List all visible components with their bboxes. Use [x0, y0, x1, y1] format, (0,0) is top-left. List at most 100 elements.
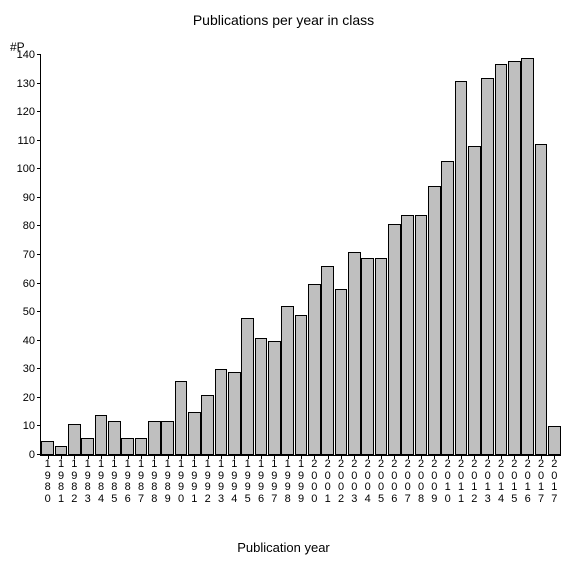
- bar: [161, 421, 174, 455]
- x-tick-label: 1997: [269, 455, 279, 505]
- x-tick-label: 1988: [149, 455, 159, 505]
- bar: [361, 258, 374, 455]
- chart-container: Publications per year in class #P 010203…: [0, 0, 567, 567]
- x-tick-label: 2014: [496, 455, 506, 505]
- y-tick-mark: [37, 425, 41, 426]
- y-tick-mark: [37, 454, 41, 455]
- bar: [468, 146, 481, 455]
- bar: [175, 381, 188, 455]
- y-tick-mark: [37, 197, 41, 198]
- y-tick-label: 40: [5, 335, 41, 347]
- x-tick-label: 2010: [443, 455, 453, 505]
- x-tick-label: 2009: [429, 455, 439, 505]
- y-tick-mark: [37, 368, 41, 369]
- y-tick-label: 20: [5, 392, 41, 404]
- bar: [201, 395, 214, 455]
- bar: [348, 252, 361, 455]
- y-tick-label: 10: [5, 420, 41, 432]
- x-tick-label: 1981: [56, 455, 66, 505]
- bar: [148, 421, 161, 455]
- y-tick-mark: [37, 168, 41, 169]
- bar: [95, 415, 108, 455]
- bar: [481, 78, 494, 455]
- x-tick-label: 2004: [363, 455, 373, 505]
- bar: [121, 438, 134, 455]
- x-axis-label: Publication year: [0, 540, 567, 555]
- bar: [68, 424, 81, 455]
- y-tick-label: 30: [5, 363, 41, 375]
- x-tick-label: 1999: [296, 455, 306, 505]
- x-tick-label: 1995: [243, 455, 253, 505]
- x-tick-label: 2017: [536, 455, 546, 505]
- y-tick-label: 130: [5, 78, 41, 90]
- bar: [41, 441, 54, 455]
- y-tick-mark: [37, 340, 41, 341]
- bar: [548, 426, 561, 455]
- x-tick-label: 2002: [336, 455, 346, 505]
- x-tick-label: 2017: [549, 455, 559, 505]
- bar: [388, 224, 401, 455]
- bar: [108, 421, 121, 455]
- x-tick-label: 1989: [163, 455, 173, 505]
- x-tick-label: 2005: [376, 455, 386, 505]
- bar: [455, 81, 468, 455]
- y-tick-label: 80: [5, 220, 41, 232]
- y-tick-label: 100: [5, 163, 41, 175]
- x-tick-label: 1980: [43, 455, 53, 505]
- bar: [535, 144, 548, 455]
- x-tick-label: 1990: [176, 455, 186, 505]
- x-tick-label: 2008: [416, 455, 426, 505]
- bar: [495, 64, 508, 455]
- x-tick-label: 1983: [83, 455, 93, 505]
- y-tick-label: 60: [5, 278, 41, 290]
- bar: [295, 315, 308, 455]
- bar: [241, 318, 254, 455]
- x-tick-label: 1986: [123, 455, 133, 505]
- bar: [281, 306, 294, 455]
- bar: [415, 215, 428, 455]
- bar: [255, 338, 268, 455]
- y-tick-label: 70: [5, 249, 41, 261]
- y-tick-mark: [37, 111, 41, 112]
- bar: [228, 372, 241, 455]
- bar: [375, 258, 388, 455]
- y-tick-mark: [37, 311, 41, 312]
- x-tick-label: 1994: [229, 455, 239, 505]
- bar: [135, 438, 148, 455]
- y-tick-mark: [37, 225, 41, 226]
- y-tick-label: 50: [5, 306, 41, 318]
- bar: [521, 58, 534, 455]
- x-tick-label: 1991: [189, 455, 199, 505]
- bar: [508, 61, 521, 455]
- bar: [55, 446, 68, 455]
- x-tick-label: 2007: [403, 455, 413, 505]
- x-tick-label: 2015: [509, 455, 519, 505]
- bar: [81, 438, 94, 455]
- y-tick-mark: [37, 254, 41, 255]
- x-tick-label: 1993: [216, 455, 226, 505]
- x-tick-label: 2011: [456, 455, 466, 505]
- y-tick-label: 90: [5, 192, 41, 204]
- y-tick-mark: [37, 140, 41, 141]
- x-tick-label: 1992: [203, 455, 213, 505]
- x-tick-label: 2006: [389, 455, 399, 505]
- x-tick-label: 1996: [256, 455, 266, 505]
- y-tick-label: 0: [5, 449, 41, 461]
- y-tick-mark: [37, 397, 41, 398]
- chart-title: Publications per year in class: [0, 12, 567, 28]
- y-tick-mark: [37, 54, 41, 55]
- x-tick-label: 2003: [349, 455, 359, 505]
- bar: [335, 289, 348, 455]
- x-tick-label: 1984: [96, 455, 106, 505]
- bar: [268, 341, 281, 455]
- x-tick-label: 2000: [309, 455, 319, 505]
- y-tick-mark: [37, 283, 41, 284]
- x-tick-label: 2016: [523, 455, 533, 505]
- y-tick-mark: [37, 83, 41, 84]
- x-tick-label: 2012: [469, 455, 479, 505]
- bar: [215, 369, 228, 455]
- x-tick-label: 2013: [483, 455, 493, 505]
- bar: [308, 284, 321, 455]
- bar: [428, 186, 441, 455]
- x-tick-label: 1998: [283, 455, 293, 505]
